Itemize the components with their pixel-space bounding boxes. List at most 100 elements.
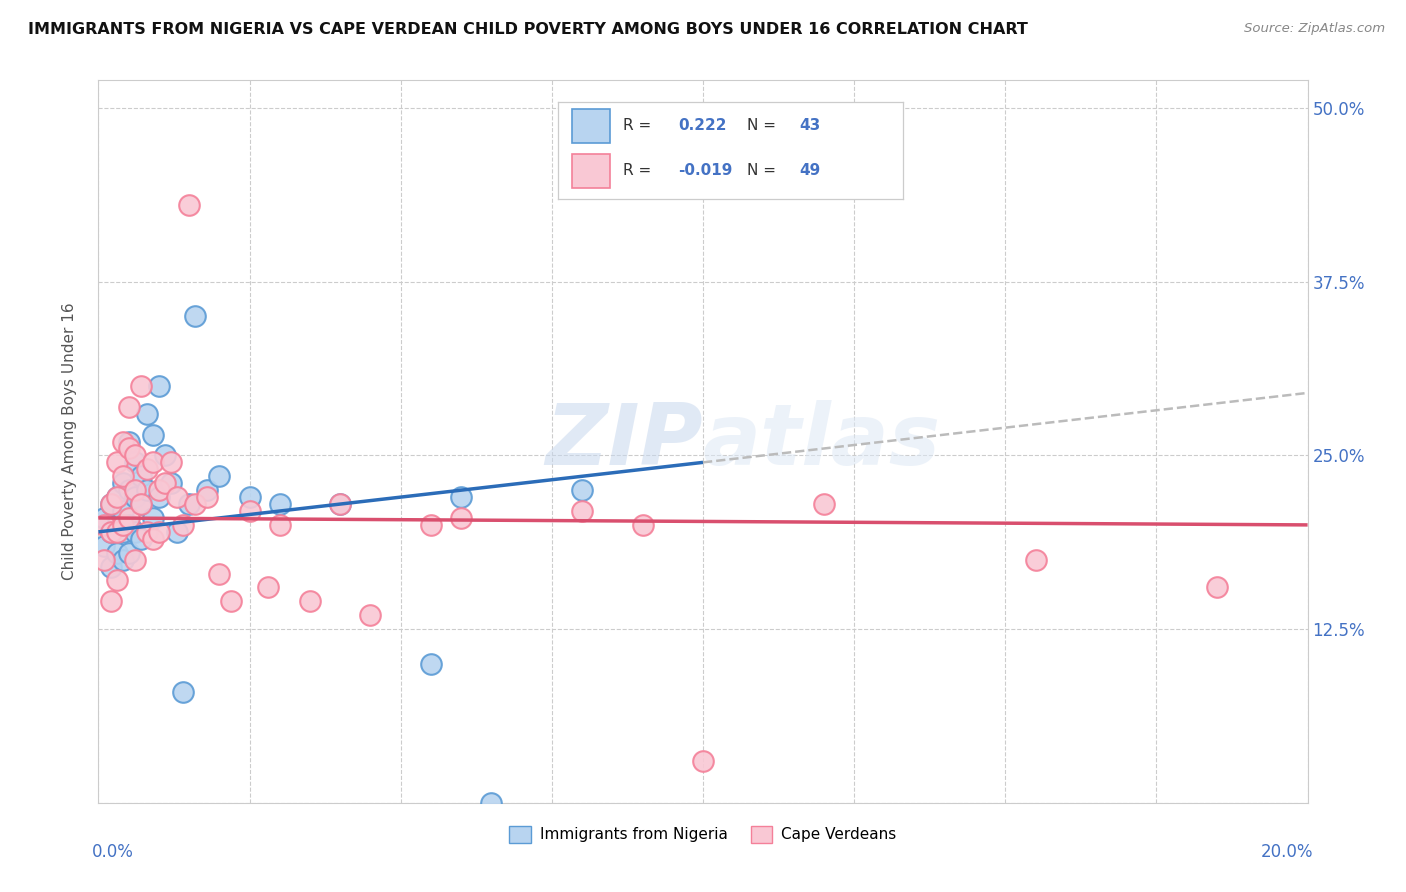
Point [172, 684, 194, 698]
Point [105, 517, 128, 532]
Point [208, 566, 231, 581]
Point [105, 524, 128, 539]
Point [813, 497, 835, 511]
Point [100, 524, 122, 539]
Point [124, 524, 146, 539]
Point [100, 594, 122, 608]
Point [208, 469, 231, 483]
Point [692, 754, 714, 768]
Text: IMMIGRANTS FROM NIGERIA VS CAPE VERDEAN CHILD POVERTY AMONG BOYS UNDER 16 CORREL: IMMIGRANTS FROM NIGERIA VS CAPE VERDEAN … [28, 22, 1028, 37]
Point [135, 462, 157, 476]
Point [129, 497, 152, 511]
Point [221, 594, 243, 608]
Point [135, 483, 157, 498]
Point [631, 517, 654, 532]
Point [571, 504, 593, 518]
Point [481, 796, 503, 810]
Point [148, 379, 170, 393]
Point [111, 434, 134, 449]
Point [124, 490, 146, 504]
Point [124, 455, 146, 469]
Point [420, 517, 443, 532]
Legend: Immigrants from Nigeria, Cape Verdeans: Immigrants from Nigeria, Cape Verdeans [503, 820, 903, 849]
Point [118, 442, 141, 456]
Point [100, 524, 122, 539]
Point [105, 574, 128, 588]
Point [129, 497, 152, 511]
Point [118, 517, 141, 532]
Point [111, 469, 134, 483]
Point [160, 476, 183, 491]
Point [1024, 552, 1046, 566]
Point [118, 400, 141, 414]
Point [1206, 581, 1229, 595]
Point [239, 504, 262, 518]
Point [172, 517, 194, 532]
Point [269, 517, 291, 532]
Point [153, 449, 176, 463]
Point [111, 504, 134, 518]
Point [142, 455, 165, 469]
Point [360, 608, 382, 623]
Point [105, 455, 128, 469]
Point [129, 379, 152, 393]
Point [93, 539, 115, 553]
Point [100, 497, 122, 511]
Point [184, 497, 207, 511]
Point [124, 449, 146, 463]
Point [105, 490, 128, 504]
Point [420, 657, 443, 671]
Point [124, 552, 146, 566]
Point [329, 497, 352, 511]
Y-axis label: Child Poverty Among Boys Under 16: Child Poverty Among Boys Under 16 [62, 302, 77, 581]
Text: Source: ZipAtlas.com: Source: ZipAtlas.com [1244, 22, 1385, 36]
Point [153, 476, 176, 491]
Point [142, 532, 165, 546]
Point [105, 490, 128, 504]
Point [93, 552, 115, 566]
Point [329, 497, 352, 511]
Point [299, 594, 322, 608]
Point [195, 483, 218, 498]
Point [239, 490, 262, 504]
Point [111, 552, 134, 566]
Point [195, 490, 218, 504]
Point [571, 483, 593, 498]
Point [93, 511, 115, 525]
Point [179, 497, 201, 511]
Point [166, 524, 188, 539]
Point [118, 483, 141, 498]
Point [166, 490, 188, 504]
Text: 0.0%: 0.0% [93, 843, 134, 861]
Point [184, 310, 207, 324]
Point [105, 546, 128, 560]
Point [124, 483, 146, 498]
Point [118, 434, 141, 449]
Text: ZIP: ZIP [546, 400, 703, 483]
Point [142, 511, 165, 525]
Point [129, 532, 152, 546]
Text: 20.0%: 20.0% [1261, 843, 1313, 861]
Text: atlas: atlas [703, 400, 941, 483]
Point [129, 469, 152, 483]
Point [179, 198, 201, 212]
Point [256, 581, 278, 595]
Point [142, 427, 165, 442]
Point [111, 524, 134, 539]
Point [148, 524, 170, 539]
Point [135, 524, 157, 539]
Point [148, 490, 170, 504]
Point [269, 497, 291, 511]
Point [111, 517, 134, 532]
Point [118, 511, 141, 525]
Point [450, 490, 472, 504]
Point [93, 517, 115, 532]
Point [450, 511, 472, 525]
Point [100, 497, 122, 511]
Point [118, 546, 141, 560]
Point [100, 559, 122, 574]
Point [160, 455, 183, 469]
Point [111, 476, 134, 491]
Point [148, 483, 170, 498]
Point [135, 407, 157, 421]
